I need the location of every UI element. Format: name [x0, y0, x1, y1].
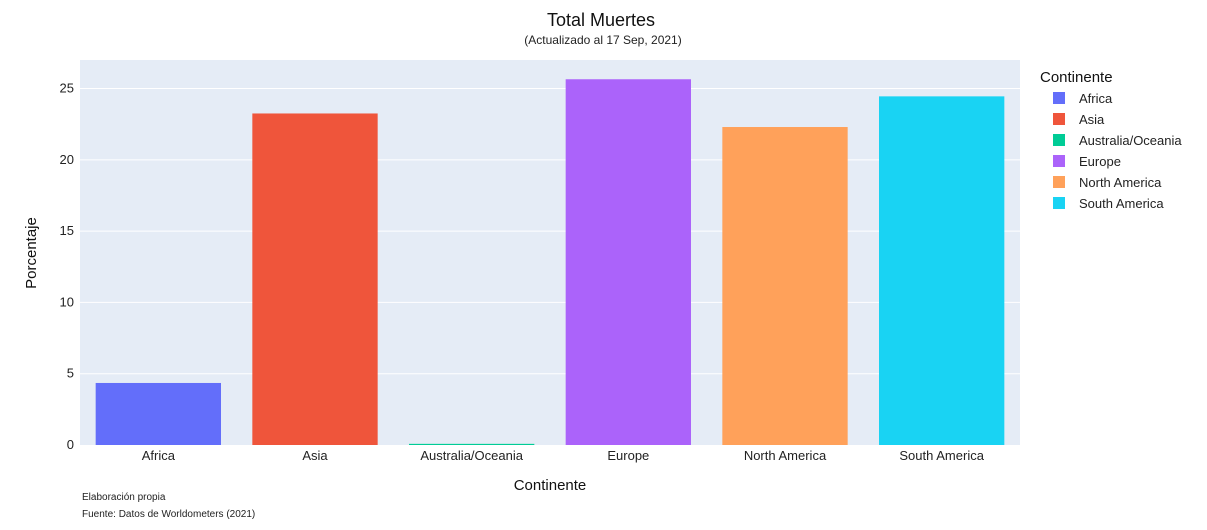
legend-label: Asia	[1079, 112, 1105, 127]
y-tick-label: 10	[60, 294, 74, 309]
legend-swatch	[1053, 113, 1065, 125]
legend-label: Europe	[1079, 154, 1121, 169]
bar-south-america	[879, 96, 1005, 445]
x-axis-ticks: Africa Asia Australia/Oceania Europe North A…	[142, 448, 985, 463]
y-tick-label: 15	[60, 223, 74, 238]
gridlines	[80, 88, 1020, 375]
legend-label: North America	[1079, 175, 1162, 190]
y-axis-title: Porcentaje	[23, 217, 40, 289]
x-tick-label: South America	[899, 448, 984, 463]
legend-label: South America	[1079, 196, 1164, 211]
chart-subtitle: (Actualizado al 17 Sep, 2021)	[524, 33, 681, 47]
x-tick-label: Asia	[302, 448, 328, 463]
y-tick-label: 25	[60, 81, 74, 96]
x-tick-label: Africa	[142, 448, 176, 463]
bar-asia	[252, 113, 378, 445]
legend-swatch	[1053, 155, 1065, 167]
y-tick-label: 5	[67, 366, 74, 381]
y-tick-label: 0	[67, 437, 74, 452]
plot-area	[80, 60, 1020, 445]
bars	[95, 79, 1005, 445]
bar-africa	[95, 382, 221, 445]
y-tick-label: 20	[60, 152, 74, 167]
y-axis-ticks: 0 5 10 15 20 25	[60, 81, 74, 452]
legend-swatch	[1053, 92, 1065, 104]
legend-swatch	[1053, 176, 1065, 188]
chart-title: Total Muertes	[547, 10, 655, 30]
legend-swatch	[1053, 197, 1065, 209]
bar-australia-oceania	[409, 443, 535, 445]
legend: Continente Africa Asia Australia/Oceania Eu…	[1040, 69, 1182, 211]
annotation-credit: Elaboración propia	[82, 492, 166, 503]
x-tick-label: North America	[744, 448, 827, 463]
legend-title: Continente	[1040, 69, 1113, 86]
x-tick-label: Europe	[607, 448, 649, 463]
x-axis-title: Continente	[514, 477, 587, 494]
bar-north-america	[722, 127, 848, 445]
x-tick-label: Australia/Oceania	[420, 448, 523, 463]
annotation-source: Fuente: Datos de Worldometers (2021)	[82, 509, 255, 520]
legend-items: Africa Asia Australia/Oceania Europe North A…	[1053, 91, 1182, 211]
bar-europe	[565, 79, 691, 445]
legend-label: Australia/Oceania	[1079, 133, 1182, 148]
legend-label: Africa	[1079, 91, 1113, 106]
legend-swatch	[1053, 134, 1065, 146]
